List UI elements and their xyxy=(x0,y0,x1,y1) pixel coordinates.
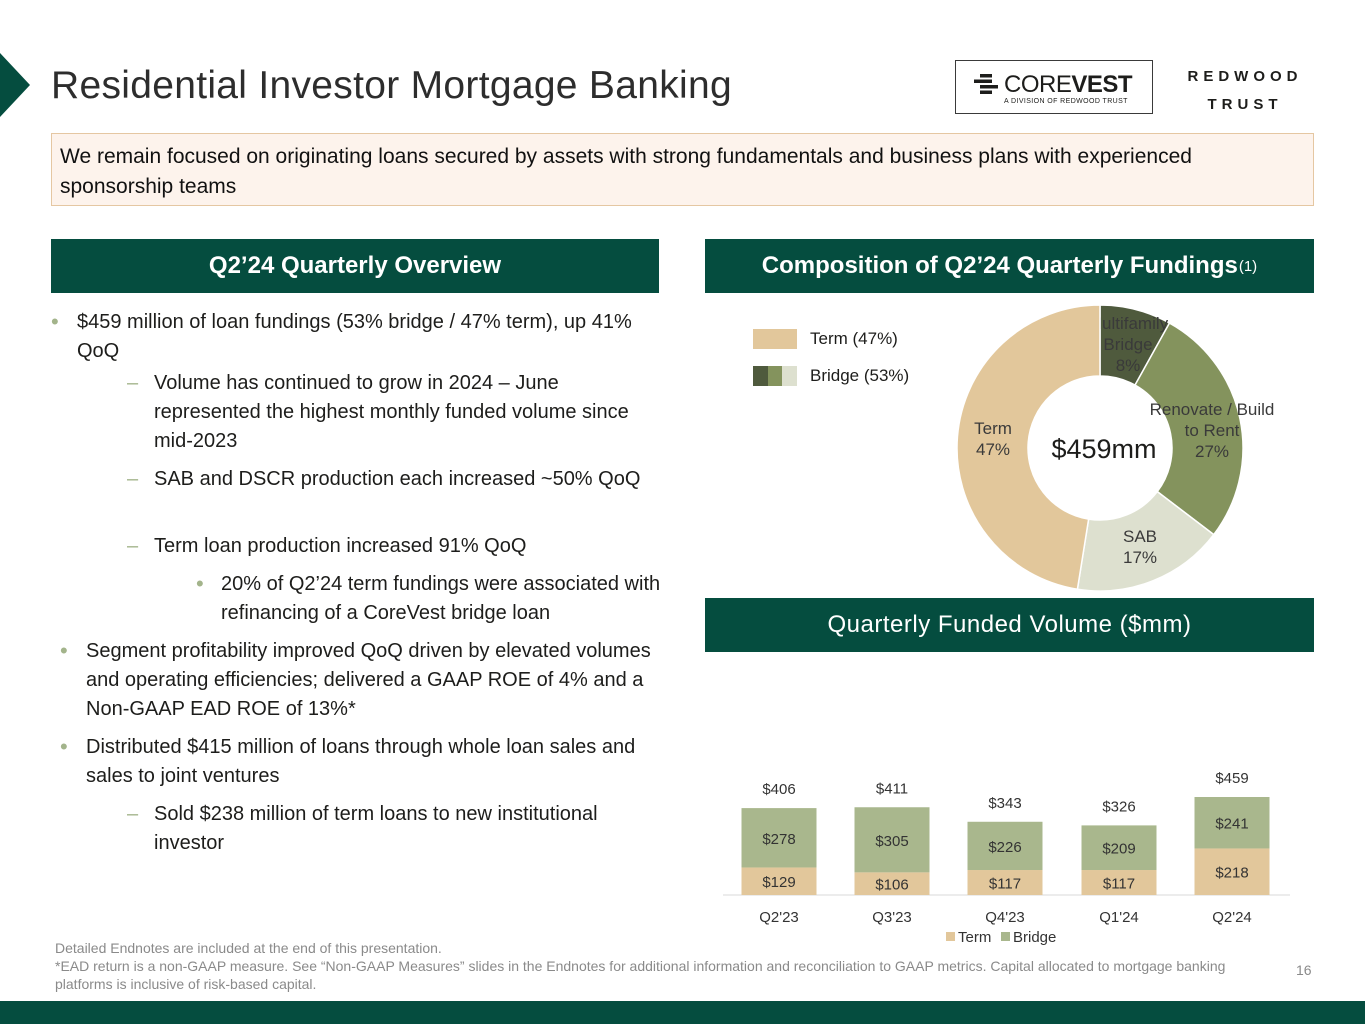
legend-label: Term xyxy=(958,929,991,946)
subsubbullet-refinancing: • 20% of Q2’24 term fundings were associ… xyxy=(196,571,661,624)
bar-value-label: $129 xyxy=(762,874,795,891)
bridge-bar xyxy=(854,807,930,873)
donut-slice xyxy=(956,304,1101,591)
term-bar xyxy=(741,867,817,895)
redwood-trust-logo: REDWOOD TRUST xyxy=(1187,68,1303,113)
bullet-dot-icon: • xyxy=(60,638,68,663)
term-bar xyxy=(854,872,930,895)
legend-swatch xyxy=(946,932,955,941)
donut-slice-label: Multifamily Bridge 8% xyxy=(1088,314,1169,375)
dash-icon: – xyxy=(127,372,139,394)
x-tick-label: Q2'24 xyxy=(1212,909,1252,926)
term-bar xyxy=(1081,870,1157,895)
corevest-mark-icon xyxy=(974,74,998,94)
bar-value-label: $209 xyxy=(1102,841,1135,858)
legend-swatch xyxy=(1001,932,1010,941)
bridge-bar xyxy=(1081,825,1157,871)
term-bar xyxy=(1194,848,1270,895)
donut-slice xyxy=(1076,490,1215,592)
legend-term: Term (47%) xyxy=(753,329,898,349)
subbullet-term: – Term loan production increased 91% QoQ xyxy=(127,532,644,561)
donut-slice-label: SAB 17% xyxy=(1123,527,1157,567)
subbullet-volume: – Volume has continued to grow in 2024 –… xyxy=(127,369,644,456)
bar-value-label: $117 xyxy=(989,876,1021,893)
volume-heading: Quarterly Funded Volume ($mm) xyxy=(705,598,1314,652)
donut-center-label: $459mm xyxy=(1051,434,1156,464)
x-tick-label: Q1'24 xyxy=(1099,909,1139,926)
legend-label: Bridge xyxy=(1013,929,1056,946)
corner-arrow-decoration xyxy=(0,53,30,117)
corevest-wordmark: COREVEST xyxy=(1004,71,1133,98)
bar-value-label: $241 xyxy=(1215,816,1248,833)
footnotes: Detailed Endnotes are included at the en… xyxy=(55,940,1226,992)
bullet-profitability: • Segment profitability improved QoQ dri… xyxy=(60,638,651,720)
bar-total-label: $343 xyxy=(988,795,1021,812)
bar-value-label: $117 xyxy=(1103,876,1135,893)
corevest-tagline: A DIVISION OF REDWOOD TRUST xyxy=(1004,98,1128,105)
bullet-fundings: • $459 million of loan fundings (53% bri… xyxy=(51,309,632,362)
donut-slice xyxy=(1133,322,1244,536)
bar-value-label: $278 xyxy=(762,831,795,848)
dash-icon: – xyxy=(127,803,139,825)
bullet-dot-icon: • xyxy=(51,309,59,334)
bar-total-label: $411 xyxy=(876,780,908,797)
donut-slice-label: Renovate / Build to Rent 27% xyxy=(1150,400,1275,461)
subbullet-sab-dscr: – SAB and DSCR production each increased… xyxy=(127,465,644,494)
legend-bridge: Bridge (53%) xyxy=(753,366,909,386)
bar-total-label: $406 xyxy=(762,781,795,798)
page-number: 16 xyxy=(1296,962,1312,978)
bar-total-label: $459 xyxy=(1215,770,1248,787)
bar-total-label: $326 xyxy=(1102,798,1135,815)
legend-swatch-bridge xyxy=(753,366,798,386)
bar-value-label: $106 xyxy=(875,877,908,894)
subbullet-term-sale: – Sold $238 million of term loans to new… xyxy=(127,800,654,858)
dash-icon: – xyxy=(127,468,139,490)
x-tick-label: Q4'23 xyxy=(985,909,1025,926)
term-bar xyxy=(967,870,1043,895)
bullet-distribution: • Distributed $415 million of loans thro… xyxy=(60,734,636,787)
bar-value-label: $218 xyxy=(1215,865,1248,882)
overview-heading: Q2’24 Quarterly Overview xyxy=(51,239,659,293)
composition-heading: Composition of Q2’24 Quarterly Fundings(… xyxy=(705,239,1314,293)
donut-slice-label: Term 47% xyxy=(974,419,1012,459)
x-tick-label: Q2'23 xyxy=(759,909,799,926)
bridge-bar xyxy=(741,808,817,868)
bullet-dot-icon: • xyxy=(60,734,68,759)
bridge-bar xyxy=(967,821,1043,871)
bridge-bar xyxy=(1194,797,1270,849)
page-title: Residential Investor Mortgage Banking xyxy=(51,64,732,107)
key-message-banner: We remain focused on originating loans s… xyxy=(51,133,1314,206)
bar-value-label: $226 xyxy=(988,839,1021,856)
legend-swatch-term xyxy=(753,329,797,349)
bullet-dot-icon: • xyxy=(196,571,204,596)
dash-icon: – xyxy=(127,535,139,557)
composition-donut-chart: Multifamily Bridge 8% Renovate / Build to Re… xyxy=(956,304,1275,592)
bar-value-label: $305 xyxy=(875,833,908,850)
footer-bar xyxy=(0,1001,1365,1024)
corevest-logo: COREVEST A DIVISION OF REDWOOD TRUST xyxy=(955,60,1153,114)
quarterly-volume-bar-chart: $129 $278 $406 Q2'23 $106 $305 $411 Q3'23 $117 $2… xyxy=(723,770,1290,946)
x-tick-label: Q3'23 xyxy=(872,909,912,926)
